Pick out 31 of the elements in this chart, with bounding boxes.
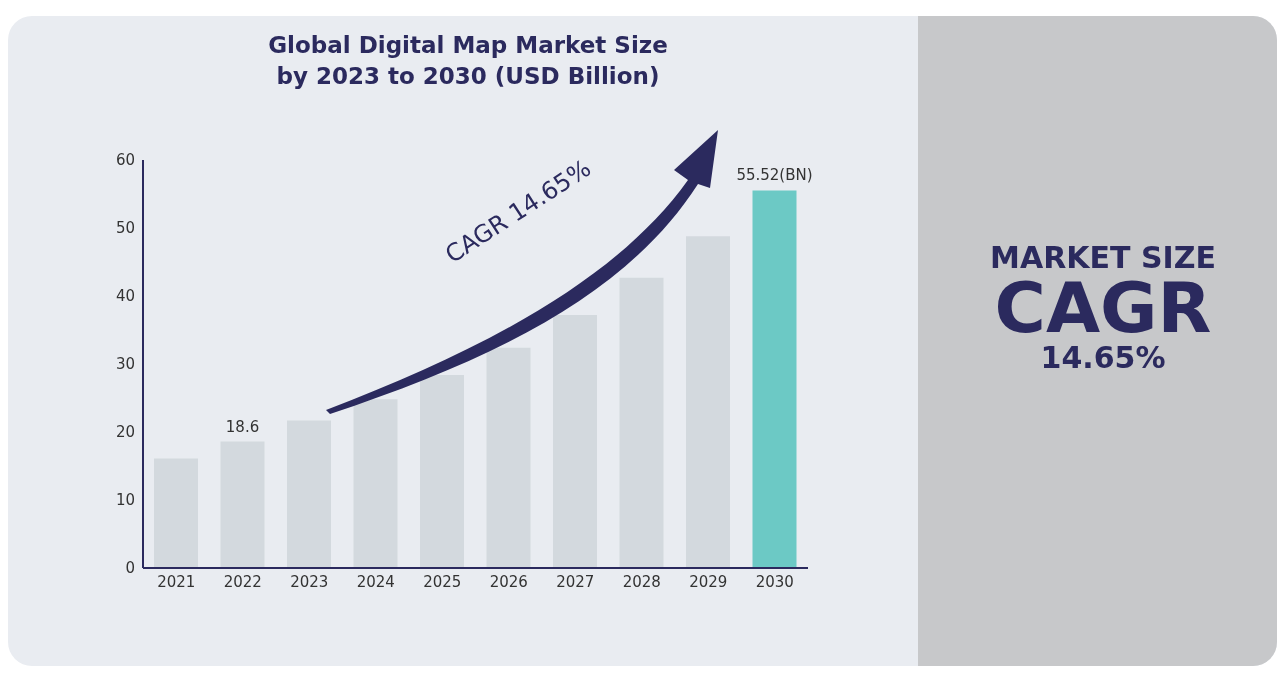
x-tick-label: 2029 bbox=[689, 572, 728, 591]
y-tick-label: 40 bbox=[115, 287, 135, 306]
bar bbox=[287, 420, 331, 568]
bar bbox=[686, 236, 730, 568]
x-tick-label: 2024 bbox=[356, 572, 395, 591]
x-tick-label: 2028 bbox=[622, 572, 661, 591]
y-tick-label: 50 bbox=[115, 219, 135, 238]
x-tick-label: 2022 bbox=[223, 572, 262, 591]
bar bbox=[353, 399, 398, 568]
bar bbox=[420, 374, 464, 568]
x-tick-label: 2021 bbox=[157, 572, 196, 591]
y-tick-label: 30 bbox=[115, 355, 135, 374]
y-tick-label: 0 bbox=[125, 559, 135, 578]
bar bbox=[220, 441, 265, 568]
y-tick-label: 60 bbox=[115, 151, 135, 170]
bar bbox=[553, 315, 597, 568]
data-label: 18.6 bbox=[225, 417, 260, 436]
x-tick-label: 2027 bbox=[556, 572, 595, 591]
y-tick-label: 10 bbox=[115, 491, 135, 510]
bar bbox=[619, 277, 664, 568]
x-tick-label: 2026 bbox=[489, 572, 528, 591]
y-tick-label: 20 bbox=[115, 423, 135, 442]
bar bbox=[154, 458, 198, 568]
data-label: 55.52(BN) bbox=[736, 166, 813, 185]
bar bbox=[486, 347, 531, 568]
chart-title: Global Digital Map Market Size by 2023 to 2030 (USD Billion) bbox=[267, 31, 669, 91]
bar bbox=[752, 190, 797, 568]
x-tick-label: 2030 bbox=[755, 572, 794, 591]
x-tick-label: 2023 bbox=[290, 572, 329, 591]
x-tick-label: 2025 bbox=[423, 572, 462, 591]
text: MARKET SIZE bbox=[989, 240, 1217, 275]
